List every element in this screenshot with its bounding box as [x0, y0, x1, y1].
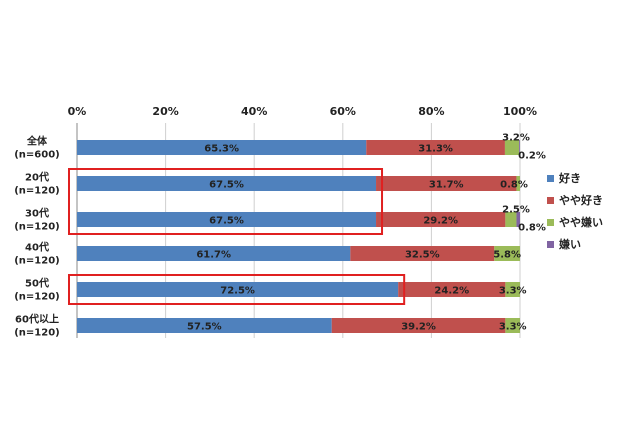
bar-segment: [77, 176, 377, 191]
legend-swatch: [547, 197, 554, 204]
bar-segment: [331, 318, 506, 333]
bar-segment: [504, 140, 520, 155]
data-label: 24.2%: [434, 286, 469, 297]
data-label: 61.7%: [196, 250, 231, 261]
bar-segment: [516, 176, 520, 191]
x-tick-label: 40%: [241, 105, 267, 118]
bar-segment: [505, 282, 520, 297]
category-sample-size: (n=120): [14, 256, 60, 267]
category-label: 30代: [25, 207, 49, 220]
category-label: 20代: [25, 171, 49, 184]
data-label: 0.2%: [518, 151, 546, 162]
legend-label: やや好き: [559, 193, 603, 207]
legend-swatch: [547, 241, 554, 248]
gridlines: [76, 123, 521, 338]
highlight-box: [68, 168, 384, 235]
data-label: 5.8%: [493, 250, 521, 261]
legend-swatch: [547, 175, 554, 182]
legend-label: 好き: [558, 171, 581, 185]
data-label: 39.2%: [401, 322, 436, 333]
x-tick-label: 20%: [152, 105, 178, 118]
category-sample-size: (n=600): [14, 150, 60, 161]
legend-label: 嫌い: [558, 237, 581, 251]
legend-swatch: [547, 219, 554, 226]
category-label: 全体: [26, 135, 48, 148]
bar-segment: [77, 282, 399, 297]
x-tick-label: 100%: [503, 105, 537, 118]
bar-segment: [77, 212, 377, 227]
data-label: 57.5%: [187, 322, 222, 333]
data-label: 31.7%: [429, 180, 464, 191]
bar-segment: [366, 140, 505, 155]
data-label: 3.2%: [502, 133, 530, 144]
x-tick-label: 0%: [68, 105, 87, 118]
bar-segment: [77, 140, 367, 155]
bar-segment: [494, 246, 520, 261]
bar-segment: [398, 282, 506, 297]
data-labels: 65.3% 31.3% 3.2% 0.2% 67.5% 31.7% 0.8% 67.5% 29.…: [187, 133, 546, 333]
bar-segment: [519, 140, 520, 155]
highlight-boxes: [68, 168, 406, 305]
data-label: 67.5%: [209, 180, 244, 191]
x-tick-label: 80%: [418, 105, 444, 118]
highlight-box: [68, 274, 406, 305]
data-label: 32.5%: [405, 250, 440, 261]
data-label: 29.2%: [423, 216, 458, 227]
data-label: 67.5%: [209, 216, 244, 227]
data-label: 2.5%: [502, 205, 530, 216]
bar-segment: [376, 212, 506, 227]
bar-segment: [516, 212, 520, 227]
data-label: 0.8%: [500, 180, 528, 191]
category-label: 50代: [25, 277, 49, 290]
data-label: 31.3%: [418, 144, 453, 155]
x-axis-ticks: 0% 20% 40% 60% 80% 100%: [68, 105, 537, 118]
category-sample-size: (n=120): [14, 222, 60, 233]
data-label: 65.3%: [204, 144, 239, 155]
x-tick-label: 60%: [330, 105, 356, 118]
bar-segment: [77, 318, 332, 333]
category-labels: 全体 (n=600) 20代 (n=120) 30代 (n=120) 40代 (n=120) 5…: [14, 135, 60, 339]
bar-segment: [505, 212, 517, 227]
category-sample-size: (n=120): [14, 292, 60, 303]
data-label: 0.8%: [518, 223, 546, 234]
category-label: 60代以上: [15, 313, 59, 326]
bar-segment: [376, 176, 517, 191]
data-label: 3.3%: [499, 286, 527, 297]
bar-segment: [505, 318, 520, 333]
legend-label: やや嫌い: [559, 215, 603, 229]
category-sample-size: (n=120): [14, 186, 60, 197]
bar-segment: [350, 246, 495, 261]
category-sample-size: (n=120): [14, 328, 60, 339]
category-label: 40代: [25, 241, 49, 254]
bars: [77, 140, 520, 333]
data-label: 72.5%: [220, 286, 255, 297]
bar-segment: [77, 246, 351, 261]
data-label: 3.3%: [499, 322, 527, 333]
